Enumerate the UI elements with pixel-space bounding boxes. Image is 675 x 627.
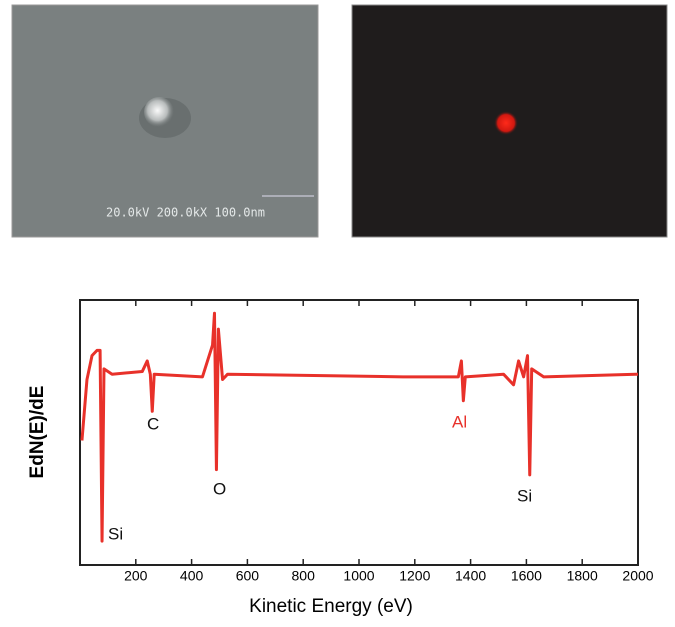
peak-label: Al — [452, 412, 467, 431]
x-tick-label: 800 — [292, 568, 316, 584]
x-tick-label: 1800 — [567, 568, 598, 584]
peak-label: O — [213, 479, 226, 498]
sem-label: 20.0kV 200.0kX 100.0nm — [106, 206, 265, 220]
peak-label: C — [147, 414, 159, 433]
x-axis-label: Kinetic Energy (eV) — [249, 596, 413, 617]
x-tick-label: 600 — [236, 568, 260, 584]
auger-map — [351, 4, 668, 238]
x-tick-label: 2000 — [622, 568, 653, 584]
peak-label: Si — [517, 486, 532, 505]
x-tick-label: 1600 — [511, 568, 542, 584]
y-axis-label: EdN(E)/dE — [27, 386, 48, 479]
plot-frame — [79, 299, 639, 566]
x-tick-label: 1200 — [399, 568, 430, 584]
spectrum-line — [80, 311, 639, 543]
sem-image: 20.0kV 200.0kX 100.0nm — [11, 4, 319, 238]
peak-label: Si — [108, 524, 123, 543]
x-tick-label: 400 — [180, 568, 204, 584]
x-tick-label: 200 — [124, 568, 148, 584]
x-tick-label: 1400 — [455, 568, 486, 584]
x-tick-label: 1000 — [343, 568, 374, 584]
